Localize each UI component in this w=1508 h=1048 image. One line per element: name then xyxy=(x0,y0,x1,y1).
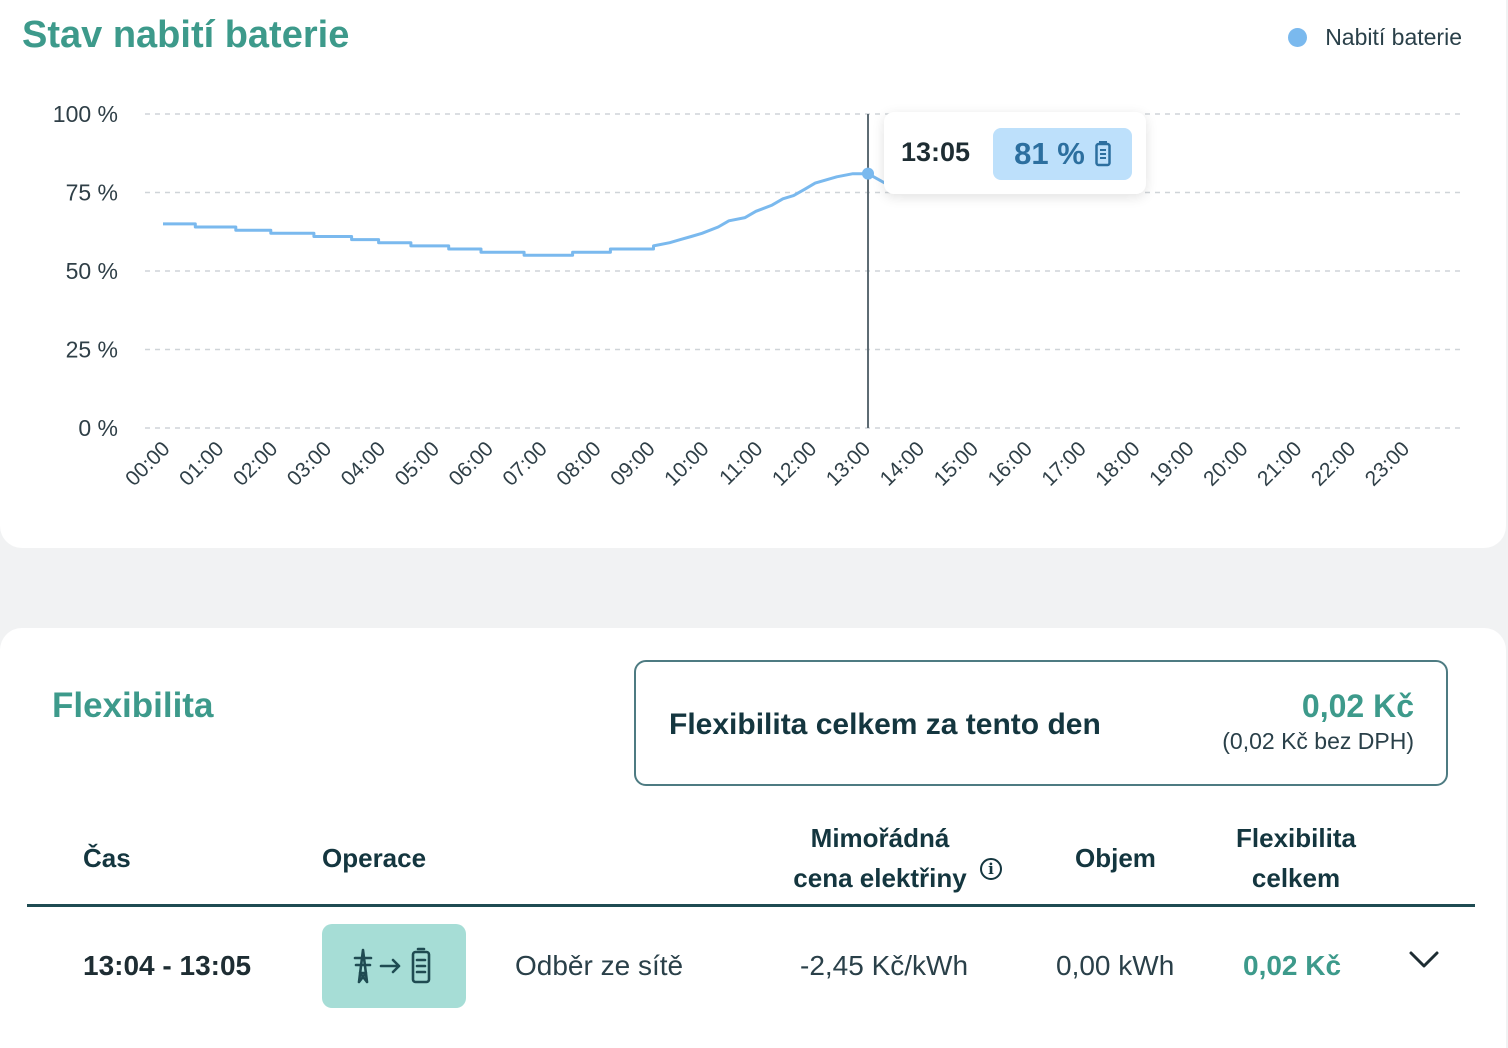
x-tick-label: 05:00 xyxy=(391,437,444,490)
x-tick-label: 07:00 xyxy=(498,437,551,490)
x-tick-label: 01:00 xyxy=(175,437,228,490)
y-tick-label: 75 % xyxy=(66,180,118,206)
chart-tooltip: 13:05 81 % xyxy=(884,112,1146,194)
y-tick-label: 100 % xyxy=(53,101,118,127)
x-axis-ticks: 00:00 01:00 02:00 03:00 04:00 05:00 06:00 07:00… xyxy=(121,437,1414,490)
y-tick-label: 25 % xyxy=(66,337,118,363)
y-tick-label: 0 % xyxy=(78,415,118,441)
row-flexibility: 0,02 Kč xyxy=(1243,950,1342,981)
column-header-flexibility: Flexibilita celkem xyxy=(1226,818,1366,898)
battery-line-chart[interactable]: 100 % 75 % 50 % 25 % 0 % 00:00 01:00 02:00 03:0… xyxy=(0,0,1506,548)
x-tick-label: 15:00 xyxy=(930,437,983,490)
flexibility-card: Flexibilita Flexibilita celkem za tento … xyxy=(0,628,1506,1048)
summary-label: Flexibilita celkem za tento den xyxy=(669,708,1101,741)
x-tick-label: 22:00 xyxy=(1307,437,1360,490)
y-tick-label: 50 % xyxy=(66,258,118,284)
x-tick-label: 13:00 xyxy=(822,437,875,490)
column-header-flex-line2: celkem xyxy=(1251,863,1341,893)
column-header-price-line2: cena elektřiny xyxy=(793,863,967,893)
x-tick-label: 16:00 xyxy=(984,437,1037,490)
battery-chart-title: Stav nabití baterie xyxy=(22,14,350,56)
row-operation-label: Odběr ze sítě xyxy=(515,950,684,981)
table-header-divider xyxy=(27,904,1475,907)
info-icon[interactable]: i xyxy=(980,858,1002,880)
tooltip-value: 81 % xyxy=(1014,136,1085,171)
y-axis-ticks: 100 % 75 % 50 % 25 % 0 % xyxy=(53,101,118,441)
chart-grid xyxy=(145,113,1465,429)
column-header-price: Mimořádná cena elektřiny xyxy=(780,818,980,898)
battery-chart-card: Stav nabití baterie Nabití baterie 100 %… xyxy=(0,0,1506,548)
x-tick-label: 02:00 xyxy=(229,437,282,490)
summary-value: 0,02 Kč xyxy=(1301,688,1414,724)
x-tick-label: 19:00 xyxy=(1145,437,1198,490)
legend-dot-icon xyxy=(1288,28,1308,47)
x-tick-label: 14:00 xyxy=(876,437,929,490)
tooltip-time: 13:05 xyxy=(901,137,971,167)
flexibility-summary-box: Flexibilita celkem za tento den 0,02 Kč … xyxy=(634,660,1448,786)
column-header-time: Čas xyxy=(83,843,131,873)
tooltip-value-pill: 81 % xyxy=(993,128,1132,180)
x-tick-label: 06:00 xyxy=(445,437,498,490)
x-tick-label: 04:00 xyxy=(337,437,390,490)
legend-label: Nabití baterie xyxy=(1325,24,1462,50)
hover-data-point xyxy=(862,167,875,180)
chart-legend[interactable]: Nabití baterie xyxy=(1288,24,1462,51)
row-time: 13:04 - 13:05 xyxy=(83,950,252,981)
x-tick-label: 09:00 xyxy=(606,437,659,490)
row-price: -2,45 Kč/kWh xyxy=(800,950,969,981)
column-header-volume: Objem xyxy=(1075,843,1156,873)
x-tick-label: 00:00 xyxy=(121,437,174,490)
operation-chip xyxy=(322,924,466,1008)
flexibility-title: Flexibilita xyxy=(52,686,214,725)
series-line-nabiti-baterie xyxy=(163,172,868,257)
x-tick-label: 18:00 xyxy=(1091,437,1144,490)
x-tick-label: 17:00 xyxy=(1037,437,1090,490)
x-tick-label: 11:00 xyxy=(715,437,767,489)
x-tick-label: 08:00 xyxy=(552,437,605,490)
battery-icon xyxy=(1095,141,1111,167)
row-volume: 0,00 kWh xyxy=(1056,950,1175,981)
grid-to-battery-icon xyxy=(353,947,431,984)
x-tick-label: 12:00 xyxy=(768,437,821,490)
chevron-down-icon[interactable] xyxy=(1408,950,1440,970)
x-tick-label: 20:00 xyxy=(1199,437,1252,490)
column-header-flex-line1: Flexibilita xyxy=(1236,823,1356,853)
summary-value-without-vat: (0,02 Kč bez DPH) xyxy=(1222,728,1414,754)
column-header-operation: Operace xyxy=(322,843,427,873)
column-header-price-line1: Mimořádná xyxy=(810,823,950,853)
x-tick-label: 21:00 xyxy=(1253,437,1306,490)
x-tick-label: 10:00 xyxy=(660,437,713,490)
x-tick-label: 03:00 xyxy=(283,437,336,490)
x-tick-label: 23:00 xyxy=(1361,437,1414,490)
